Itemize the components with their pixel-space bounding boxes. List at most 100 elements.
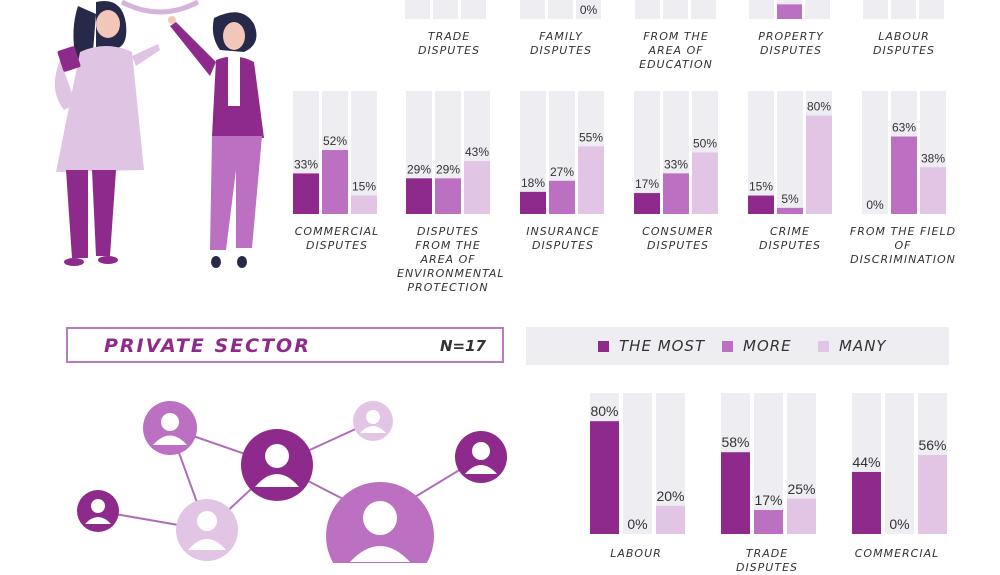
data-label: 50% <box>693 137 717 151</box>
bar-track <box>576 0 601 19</box>
data-label: 27% <box>550 165 574 179</box>
bar-track <box>885 393 914 534</box>
data-label: 43% <box>465 145 489 159</box>
data-label: 17% <box>635 177 659 191</box>
data-label: 12% <box>777 0 801 2</box>
bar-track <box>919 0 944 19</box>
cat-label-mid-0: COMMERCIAL DISPUTES <box>294 225 380 252</box>
data-label: 17% <box>754 492 782 508</box>
cat-label-top-1: FAMILY DISPUTES <box>529 30 593 57</box>
data-label: 20% <box>656 488 684 504</box>
bar-more <box>322 150 348 214</box>
chart-top-row: 0% 12% <box>405 0 944 19</box>
bar-track <box>891 0 916 19</box>
bar-most <box>748 195 774 214</box>
bar-more <box>754 510 783 534</box>
cat-label-top-2: FROM THE AREA OF EDUCATION <box>639 30 713 71</box>
person-node-icon <box>77 401 507 563</box>
legend-swatch-more <box>722 340 733 352</box>
bar-track <box>520 0 545 19</box>
bar-most <box>406 178 432 214</box>
chart-bottom-row: 80% 0% 20% 58% 17% 25% 44% 0% 56% <box>590 393 947 534</box>
bar-more <box>777 4 802 19</box>
bar-many <box>920 167 946 214</box>
bar-track <box>461 0 486 19</box>
bar-track <box>351 91 377 214</box>
data-label: 29% <box>436 162 460 176</box>
legend-label-more: MORE <box>743 337 792 355</box>
private-sector-header: PRIVATE SECTOR N=17 <box>66 327 504 363</box>
bar-more <box>549 180 575 214</box>
bar-many <box>918 455 947 534</box>
data-label: 58% <box>721 434 749 450</box>
bar-track <box>863 0 888 19</box>
bar-track <box>748 91 774 214</box>
bar-more <box>777 207 803 214</box>
bar-many <box>464 161 490 214</box>
bar-many <box>806 115 832 214</box>
bar-most <box>520 191 546 214</box>
cat-label-bot-0: LABOUR <box>610 547 662 560</box>
data-label: 33% <box>294 157 318 171</box>
data-label: 63% <box>892 121 916 135</box>
section-title: PRIVATE SECTOR <box>104 335 311 357</box>
bar-track <box>805 0 830 19</box>
bar-most <box>721 452 750 534</box>
bar-track <box>635 0 660 19</box>
bar-track <box>623 393 652 534</box>
women-illustration <box>54 0 264 268</box>
legend: THE MOST MORE MANY <box>526 327 949 365</box>
cat-label-mid-2: INSURANCE DISPUTES <box>526 225 600 252</box>
data-label: 29% <box>407 162 431 176</box>
data-label: 0% <box>889 516 909 532</box>
bar-track <box>777 91 803 214</box>
bar-most <box>852 471 881 534</box>
sample-size: N=17 <box>440 337 486 355</box>
data-label: 55% <box>579 130 603 144</box>
data-label: 25% <box>787 481 815 497</box>
legend-item-more: MORE <box>722 337 792 355</box>
bar-track <box>433 0 458 19</box>
cat-label-mid-3: CONSUMER DISPUTES <box>642 225 714 252</box>
cat-label-top-3: PROPERTY DISPUTES <box>758 30 824 57</box>
bar-many <box>692 152 718 214</box>
data-label: 0% <box>627 516 647 532</box>
legend-swatch-most <box>598 340 609 352</box>
bar-track <box>749 0 774 19</box>
cat-label-mid-5: FROM THE FIELD OF DISCRIMINATION <box>849 225 957 266</box>
data-label: 80% <box>590 403 618 419</box>
data-label: 80% <box>807 100 831 114</box>
data-label: 38% <box>921 151 945 165</box>
cat-label-top-4: LABOUR DISPUTES <box>872 30 936 57</box>
cat-label-bot-2: COMMERCIAL <box>854 547 940 560</box>
data-label: 33% <box>664 157 688 171</box>
data-label: 15% <box>352 180 376 194</box>
data-label: 44% <box>852 454 880 470</box>
legend-item-most: THE MOST <box>598 337 705 355</box>
cat-label-bot-1: TRADE DISPUTES <box>735 547 799 574</box>
bar-track <box>548 0 573 19</box>
bar-more <box>663 173 689 214</box>
cat-label-top-0: TRADE DISPUTES <box>417 30 481 57</box>
bar-many <box>578 146 604 214</box>
legend-swatch-many <box>818 340 829 352</box>
bar-many <box>351 195 377 214</box>
bar-most <box>293 173 319 214</box>
bar-many <box>787 498 816 534</box>
bar-more <box>435 178 461 214</box>
cat-label-mid-1: DISPUTES FROM THE AREA OF ENVIRONMENTAL … <box>397 225 505 294</box>
data-label: 15% <box>749 180 773 194</box>
bar-most <box>590 421 619 534</box>
legend-label-many: MANY <box>839 337 887 355</box>
bar-track <box>663 0 688 19</box>
bar-track <box>405 0 430 19</box>
bar-many <box>656 505 685 534</box>
data-label: 56% <box>918 437 946 453</box>
data-label: 5% <box>781 192 799 206</box>
data-label: 0% <box>866 198 884 212</box>
bar-most <box>634 193 660 214</box>
bar-more <box>891 136 917 214</box>
data-label: 18% <box>521 176 545 190</box>
cat-label-mid-4: CRIME DISPUTES <box>758 225 822 252</box>
legend-label-most: THE MOST <box>619 337 706 355</box>
